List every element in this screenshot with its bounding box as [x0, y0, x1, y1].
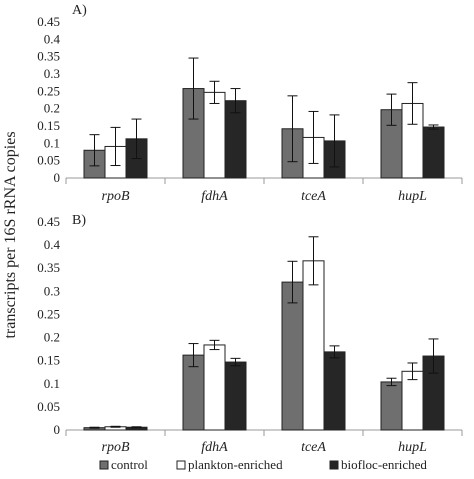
y-tick-label: 0.25: [37, 83, 60, 98]
y-tick-label: 0.05: [37, 153, 60, 168]
y-tick-label: 0.35: [37, 260, 60, 275]
y-tick-label: 0.45: [37, 14, 60, 29]
bar-plankton-enriched-fdhA: [203, 91, 226, 179]
y-tick-label: 0: [54, 170, 61, 185]
bar-biofloc-enriched-hupL: [422, 126, 445, 179]
bar-control-tceA: [281, 281, 304, 431]
legend-swatch-biofloc-enriched: [329, 460, 339, 470]
legend-label-biofloc-enriched: biofloc-enriched: [341, 457, 427, 472]
category-label-rpoB: rpoB: [102, 440, 130, 455]
y-tick-label: 0.3: [44, 66, 60, 81]
category-label-rpoB: rpoB: [102, 189, 130, 204]
y-axis-label: transcripts per 16S rRNA copies: [2, 131, 19, 338]
bar-control-hupL: [380, 381, 403, 431]
y-tick-label: 0.15: [37, 353, 60, 368]
y-tick-label: 0.2: [44, 101, 60, 116]
legend-swatch-plankton-enriched: [176, 460, 186, 470]
category-label-tceA: tceA: [301, 440, 326, 455]
y-tick-label: 0.15: [37, 118, 60, 133]
y-tick-label: 0.05: [37, 399, 60, 414]
panel-a: 0 0.05 0.1 0.15 0.2 0.25 0.3 0.35 0.4 0.45 A) rpoB f…: [37, 3, 463, 204]
panel-b: 0 0.05 0.1 0.15 0.2 0.25 0.3 0.35 0.4 0.45 B) rpoB f…: [37, 213, 463, 455]
y-tick-label: 0.35: [37, 49, 60, 64]
y-tick-label: 0.1: [44, 135, 60, 150]
legend: control plankton-enriched biofloc-enriched: [99, 457, 427, 472]
category-label-fdhA: fdhA: [201, 440, 228, 455]
y-tick-label: 0.3: [44, 283, 60, 298]
panel-label: A): [72, 3, 87, 18]
y-tick-label: 0.4: [44, 31, 61, 46]
legend-swatch-control: [99, 460, 109, 470]
y-tick-label: 0.4: [44, 237, 61, 252]
y-tick-label: 0: [54, 422, 61, 437]
legend-label-control: control: [111, 457, 148, 472]
legend-label-plankton-enriched: plankton-enriched: [188, 457, 283, 472]
bar-biofloc-enriched-tceA: [323, 351, 346, 431]
bar-plankton-enriched-tceA: [302, 260, 325, 431]
category-label-hupL: hupL: [398, 440, 427, 455]
bar-plankton-enriched-fdhA: [203, 344, 226, 431]
category-label-tceA: tceA: [301, 189, 326, 204]
category-label-fdhA: fdhA: [201, 189, 228, 204]
bar-biofloc-enriched-fdhA: [224, 361, 247, 431]
category-label-hupL: hupL: [398, 189, 427, 204]
y-tick-label: 0.1: [44, 376, 60, 391]
y-tick-label: 0.2: [44, 330, 60, 345]
panel-label: B): [72, 213, 86, 228]
y-tick-label: 0.45: [37, 214, 60, 229]
y-tick-label: 0.25: [37, 306, 60, 321]
